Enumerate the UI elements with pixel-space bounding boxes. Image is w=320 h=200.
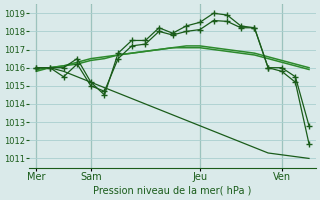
X-axis label: Pression niveau de la mer( hPa ): Pression niveau de la mer( hPa ) <box>93 186 252 196</box>
